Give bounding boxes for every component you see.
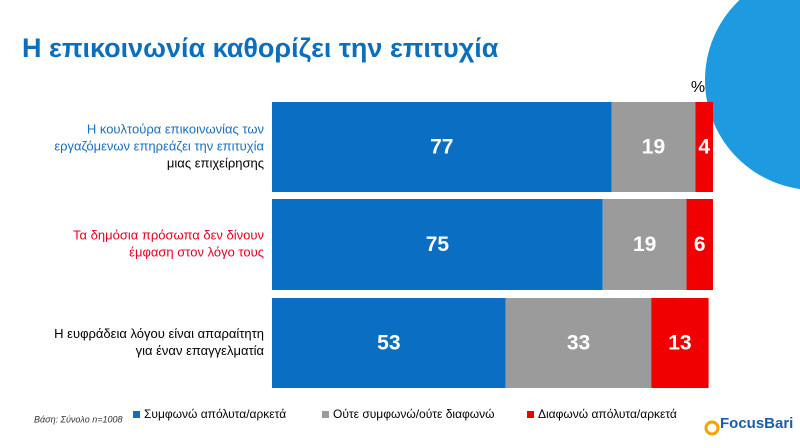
category-label: Τα δημόσια πρόσωπα δεν δίνουν [73, 227, 264, 242]
category-label: για έναν επαγγελματία [136, 343, 265, 358]
bar-segment [602, 199, 687, 290]
note: Βάση: Σύνολο n=1008 [34, 414, 123, 424]
category-label: μιας επιχείρησης [167, 155, 264, 170]
value-label: 77 [430, 136, 453, 159]
value-label: 53 [377, 332, 400, 355]
legend-label: Συμφωνώ απόλυτα/αρκετά [144, 407, 286, 421]
value-label: 19 [633, 233, 656, 256]
legend-label: Ούτε συμφωνώ/ούτε διαφωνώ [333, 407, 495, 421]
value-label: 19 [642, 136, 665, 159]
bar-segment [505, 298, 652, 388]
value-label: 13 [668, 332, 691, 355]
category-label: Η κουλτούρα επικοινωνίας των [87, 121, 264, 136]
category-label: έμφαση στον λόγο τους [129, 244, 264, 259]
decor-circle [705, 0, 800, 189]
bar-segment [651, 298, 709, 388]
legend-marker [322, 411, 329, 418]
legend-marker [527, 411, 534, 418]
category-label: εργαζόμενων επηρεάζει την επιτυχία [54, 138, 264, 153]
bar-segment [695, 102, 713, 192]
bar-segment [611, 102, 696, 192]
logo-icon [704, 420, 720, 436]
value-label: 75 [426, 233, 450, 256]
value-label: 6 [694, 233, 706, 256]
value-label: 33 [567, 332, 590, 355]
chart-title: Η επικοινωνία καθορίζει την επιτυχία [22, 33, 499, 63]
brand: FocusBari [720, 415, 793, 432]
bar-segment [686, 199, 713, 290]
legend-marker [133, 411, 140, 418]
category-label: Η ευφράδεια λόγου είναι απαραίτητη [54, 326, 264, 341]
value-label: 4 [698, 136, 710, 159]
bar-segment [272, 298, 506, 388]
unit-label: % [691, 79, 705, 96]
bar-segment [272, 199, 603, 290]
legend-label: Διαφωνώ απόλυτα/αρκετά [538, 407, 677, 421]
bar-segment [272, 102, 612, 192]
